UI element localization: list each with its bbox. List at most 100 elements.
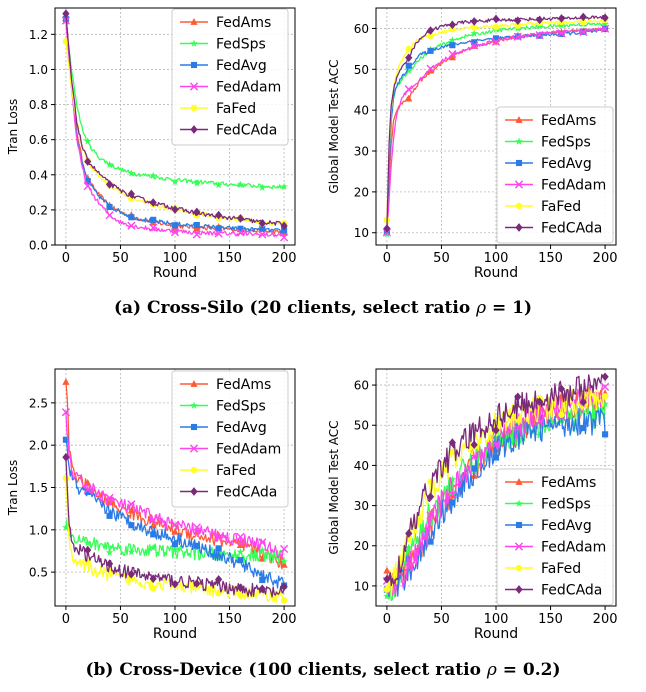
point-fedcada [193, 579, 201, 588]
point-fedcada [149, 574, 157, 584]
point-fedcada [280, 221, 288, 231]
point-fedsps [448, 475, 457, 483]
x-tick-label: 150 [217, 612, 242, 627]
point-fedams [62, 378, 70, 385]
point-fedsps [83, 539, 92, 547]
point-fedavg [193, 221, 200, 229]
series-group [61, 378, 289, 604]
point-fedadam [105, 493, 114, 502]
point-fedavg [471, 39, 478, 46]
point-fedsps [404, 543, 413, 551]
x-tick-label: 100 [484, 612, 509, 627]
caption-b-rho: ρ [486, 660, 497, 680]
legend-marker-fedadam [514, 180, 524, 189]
x-tick-label: 200 [593, 251, 618, 266]
y-tick-label: 1.0 [29, 63, 48, 77]
point-fedadam [535, 30, 544, 40]
point-fedsps [105, 160, 114, 168]
point-fedavg [492, 454, 500, 461]
x-tick-label: 150 [538, 251, 563, 266]
legend-label-fedcada: FedCAda [216, 485, 277, 501]
point-fedsps [280, 182, 288, 190]
legend-marker-fedsps [515, 137, 523, 145]
point-fedcada [579, 397, 587, 407]
point-fedsps [535, 431, 544, 439]
point-fedsps [579, 407, 588, 415]
point-fafed [558, 411, 565, 418]
caption-a-suffix: = 1) [486, 298, 533, 318]
point-fedadam [214, 533, 223, 542]
point-fafed [514, 416, 522, 423]
y-tick-label: 60 [354, 22, 369, 36]
y-tick-label: 50 [354, 63, 369, 77]
point-fedsps [280, 557, 288, 565]
point-fedavg [259, 224, 266, 232]
point-fedavg [106, 203, 113, 211]
x-tick-label: 50 [112, 612, 129, 627]
point-fedadam [600, 24, 610, 33]
y-tick-label: 30 [354, 499, 369, 513]
legend-marker-fedsps [190, 39, 198, 47]
point-fedsps [193, 179, 201, 187]
legend-label-fedsps: FedSps [541, 135, 591, 151]
legend-label-fedavg: FedAvg [541, 156, 592, 172]
y-tick-label: 1.5 [29, 481, 48, 495]
y-tick-label: 60 [354, 379, 369, 393]
legend-marker-fedams [190, 380, 198, 387]
point-fedcada [280, 582, 288, 591]
y-tick-label: 2.5 [29, 396, 48, 410]
y-tick-label: 40 [354, 104, 369, 118]
legend-marker-fafed [190, 104, 198, 112]
x-axis-label: Round [153, 626, 197, 642]
point-fedavg [427, 538, 434, 545]
chart-b-loss: 0 50 100 150 200 0.5 1.0 1.5 2.0 2.5 Round Tran Los… [6, 368, 297, 642]
point-fedadam [170, 520, 180, 529]
point-fedadam [426, 64, 435, 73]
y-tick-label: 10 [354, 579, 369, 593]
y-axis-label: Tran Loss [6, 460, 20, 517]
chart-b-acc: 0 50 100 150 200 10 20 30 40 50 60 Round Global Mode… [327, 368, 618, 642]
point-fedavg [84, 488, 91, 496]
point-fedavg [171, 541, 179, 548]
caption-b-suffix: = 0.2) [496, 660, 561, 680]
point-fafed [449, 448, 456, 456]
point-fedadam [236, 532, 245, 541]
point-fedavg [128, 522, 135, 529]
point-fedcada [514, 16, 522, 25]
point-fedadam [513, 32, 522, 41]
caption-b-prefix: (b) Cross-Device (100 clients, select ra… [85, 660, 487, 680]
legend-marker-fedcada [515, 585, 523, 594]
legend-label-fedadam: FedAdam [541, 178, 606, 194]
caption-a-rho: ρ [476, 298, 487, 318]
point-fedcada [601, 13, 609, 23]
point-fedcada [405, 53, 413, 63]
legend-marker-fafed [515, 202, 523, 210]
legend-label-fedadam: FedAdam [216, 442, 281, 458]
point-fafed [383, 586, 391, 593]
point-fedams [127, 506, 135, 514]
point-fedavg [84, 178, 91, 185]
x-tick-label: 100 [163, 251, 188, 266]
series-group [382, 372, 610, 602]
y-tick-label: 0.8 [29, 98, 48, 112]
point-fedavg [215, 225, 222, 232]
point-fedavg [106, 512, 113, 519]
point-fedsps [83, 137, 92, 145]
point-fedams [280, 560, 288, 568]
point-fedsps [214, 181, 223, 189]
legend-marker-fedcada [190, 125, 198, 134]
legend-label-fedsps: FedSps [541, 497, 591, 513]
point-fafed [280, 597, 288, 604]
legend-marker-fedavg [515, 521, 523, 529]
y-tick-label: 0.4 [29, 168, 48, 182]
series-group [61, 9, 289, 242]
x-tick-label: 150 [538, 612, 563, 627]
point-fedsps [258, 183, 267, 191]
point-fedcada [127, 569, 135, 579]
point-fedsps [404, 66, 413, 74]
point-fedcada [127, 189, 135, 199]
legend-label-fedcada: FedCAda [541, 583, 602, 599]
point-fedcada [579, 12, 587, 22]
point-fedadam [236, 228, 245, 237]
